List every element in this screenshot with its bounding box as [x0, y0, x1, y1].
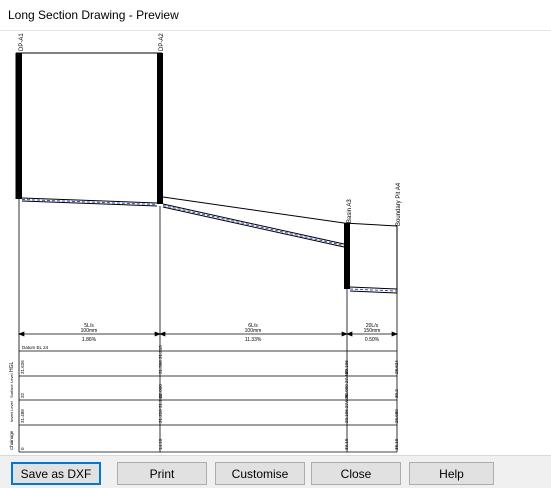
pipe-1-diameter: 100mm	[81, 328, 98, 334]
pipe-2-diameter: 100mm	[245, 328, 262, 334]
pipe-1-invert	[21, 200, 158, 207]
surface-value-2: 32.000	[158, 384, 163, 398]
pipe-2-invert	[162, 206, 345, 248]
pipe-3-grade: 0.50%	[365, 337, 380, 343]
surface-value-3: 30.000 27.450	[344, 369, 349, 398]
invert-value-2: 31.226 31.244	[158, 394, 163, 423]
pipe-3-invert	[349, 290, 398, 294]
chainage-value-1: 0	[20, 447, 25, 450]
pit-dp-a2	[157, 53, 163, 204]
drawing-canvas: DP-A1 DP-A2 Basin A3 Boundary Pit A4	[0, 31, 551, 455]
invert-value-1: 31.488	[20, 409, 25, 423]
node-label-dp-a1: DP-A1	[19, 33, 25, 51]
datum-label: Datum EL 24	[22, 345, 49, 350]
button-bar: Save as DXF Print Customise Close Help	[0, 455, 551, 488]
row-label-invert-level: Invert Level	[9, 401, 14, 422]
save-as-dxf-button[interactable]: Save as DXF	[11, 462, 101, 485]
customise-button[interactable]: Customise	[215, 462, 305, 485]
dimension-row	[18, 331, 398, 337]
pipe-2-flow: 6L/s	[248, 323, 258, 329]
help-button[interactable]: Help	[409, 462, 494, 485]
pipe-2-hgl	[162, 205, 345, 246]
title-bar: Long Section Drawing - Preview	[0, 0, 551, 31]
pipe-3-flow: 20L/s	[366, 323, 379, 329]
hgl-value-4: 28.624	[394, 360, 399, 374]
invert-value-4: 26.989	[394, 409, 399, 423]
hgl-value-3: 29.106	[344, 360, 349, 374]
close-button[interactable]: Close	[311, 462, 401, 485]
pit-basin-a3	[344, 223, 350, 289]
pipe-2-obvert	[162, 203, 345, 245]
pipe-1-grade: 1.86%	[82, 337, 97, 343]
window-title: Long Section Drawing - Preview	[8, 8, 179, 22]
node-label-basin-a3: Basin A3	[347, 199, 353, 223]
pit-dp-a1	[16, 53, 22, 199]
invert-value-3: 29.106 27.075	[344, 394, 349, 423]
data-table-grid	[19, 350, 397, 453]
node-label-boundary-pit-a4: Boundary Pit A4	[396, 182, 402, 226]
chainage-value-4: 38.10	[394, 438, 399, 450]
surface-value-1: 32	[20, 392, 25, 398]
pipe-3-hgl	[349, 288, 398, 292]
pipe-3-diameter: 150mm	[364, 328, 381, 334]
chainage-value-3: 33.10	[344, 438, 349, 450]
pipe-2-grade: 11.33%	[245, 337, 262, 343]
row-label-hgl: HGL	[9, 362, 15, 373]
print-button[interactable]: Print	[117, 462, 207, 485]
surface-line	[162, 196, 398, 227]
pipe-3-obvert	[349, 286, 398, 290]
row-label-chainage: Chainage	[9, 430, 14, 450]
row-label-surface-level: Surface Level	[9, 373, 14, 398]
chainage-value-2: 14.10	[158, 438, 163, 450]
pipe-1-hgl	[21, 199, 158, 205]
hgl-value-1: 31.626	[20, 360, 25, 374]
node-label-dp-a2: DP-A2	[159, 33, 165, 51]
pipe-1-flow: 5L/s	[84, 323, 94, 329]
pipe-1-obvert	[21, 197, 158, 204]
long-section-drawing: DP-A1 DP-A2 Basin A3 Boundary Pit A4	[9, 33, 402, 453]
hgl-value-2: 31.306 31.315	[158, 345, 163, 374]
surface-value-4: 30.2	[394, 389, 399, 398]
